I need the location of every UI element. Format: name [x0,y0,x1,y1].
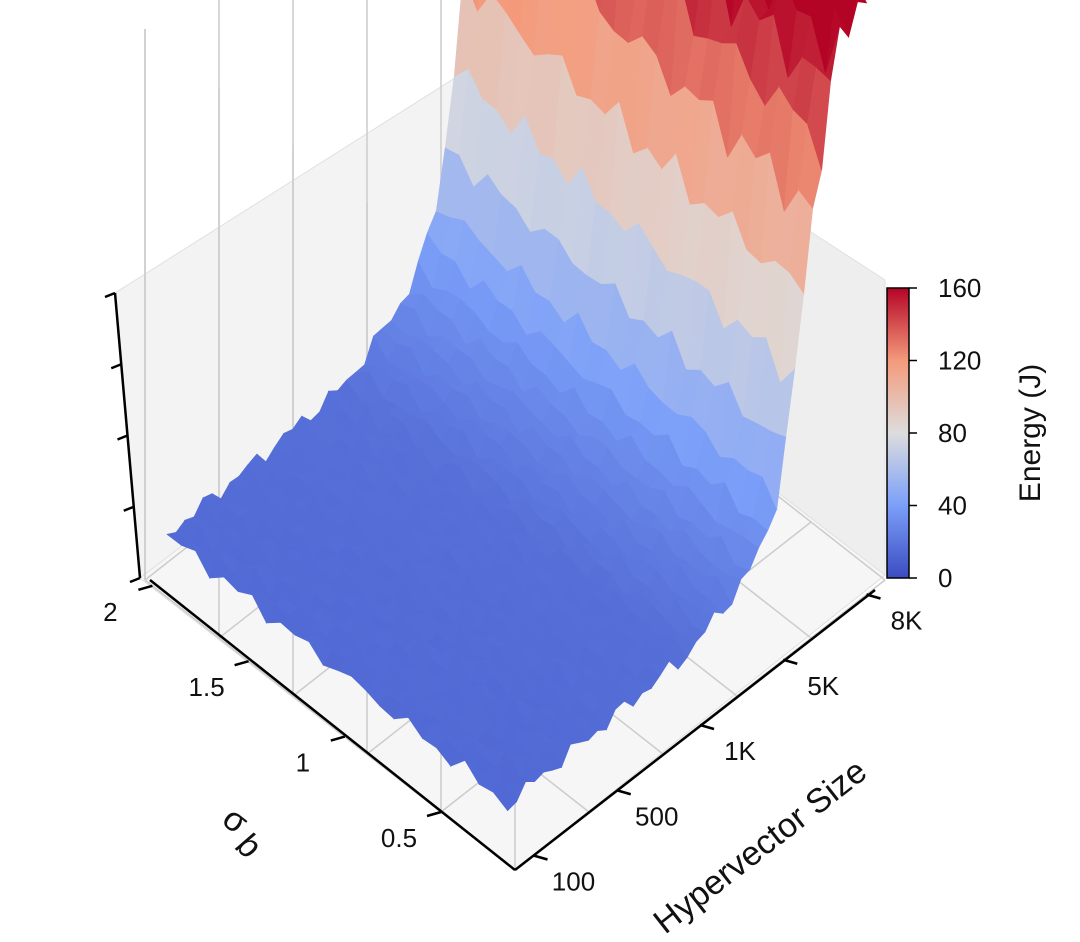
colorbar-tick-label: 0 [938,563,952,593]
y-tick-mark [426,810,442,818]
surface-patch [730,0,744,27]
surface-patch [505,0,523,35]
y-tick-label: 1.5 [189,672,225,702]
y-tick-label: 0.5 [381,823,417,853]
colorbar: 0 40 80 120 160 Energy (J) [886,273,1047,593]
surface-patch [725,0,735,27]
sigma-axis-title: σ b [215,799,267,867]
surface-patch [856,0,868,4]
colorbar-label: Energy (J) [1014,364,1047,502]
y-tick-label: 1 [296,748,310,778]
axis-ticks: 100 500 1K 5K 8K 0.5 1 1.5 2 [103,291,923,897]
surface-patch [693,0,713,39]
colorbar-tick-label: 120 [938,346,981,376]
energy-surface [166,0,868,812]
y-tick-label: 2 [103,597,117,627]
colorbar-tick-label: 160 [938,273,981,303]
surface-patch [828,0,833,10]
surface-patch [599,0,617,32]
hypervector-size-axis-title: Hypervector Size [647,752,874,941]
y-tick-mark [330,735,346,742]
x-tick-label: 1K [724,736,756,766]
x-tick-mark [616,789,632,796]
surface-patch [768,0,773,10]
x-tick-label: 100 [552,867,595,897]
x-tick-label: 5K [807,671,839,701]
surface-patch [796,0,816,17]
y-tick-mark [138,584,153,592]
x-tick-label: 500 [635,801,678,831]
surface-patch [519,0,541,57]
y-tick-mark [234,659,249,667]
x-tick-label: 8K [891,606,923,636]
z-tick-mark [104,291,116,299]
surface-patch [792,0,801,12]
surface-patch [496,0,508,13]
surface-patch [472,0,479,12]
x-tick-mark [782,658,798,665]
z-tick-mark [129,576,141,584]
z-tick-mark [110,363,122,370]
x-tick-mark [533,854,548,861]
x-tick-mark [699,723,715,731]
surface-patch [833,0,858,39]
x-tick-mark [866,593,881,600]
z-tick-mark [123,505,135,512]
z-tick-mark [117,434,128,441]
surface-patch [684,0,699,36]
surface-patch [533,0,555,56]
colorbar-tick-label: 80 [938,418,967,448]
colorbar-bar [886,287,910,579]
colorbar-tick-label: 40 [938,491,967,521]
colorbar-ticks: 0 40 80 120 160 [909,273,981,593]
surface-patch [476,0,487,13]
y-axis-line [149,579,516,871]
x-axis-line [514,589,876,871]
